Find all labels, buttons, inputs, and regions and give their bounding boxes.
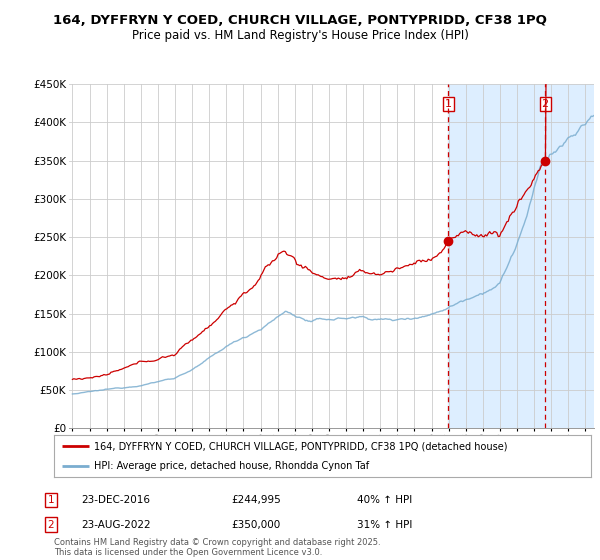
Text: Price paid vs. HM Land Registry's House Price Index (HPI): Price paid vs. HM Land Registry's House … — [131, 29, 469, 42]
Text: 2: 2 — [542, 100, 548, 110]
Text: HPI: Average price, detached house, Rhondda Cynon Taf: HPI: Average price, detached house, Rhon… — [94, 461, 370, 471]
Text: 40% ↑ HPI: 40% ↑ HPI — [357, 495, 412, 505]
Text: £244,995: £244,995 — [231, 495, 281, 505]
Text: 1: 1 — [47, 495, 55, 505]
Text: 2: 2 — [47, 520, 55, 530]
Text: 1: 1 — [445, 100, 452, 110]
Text: 164, DYFFRYN Y COED, CHURCH VILLAGE, PONTYPRIDD, CF38 1PQ: 164, DYFFRYN Y COED, CHURCH VILLAGE, PON… — [53, 14, 547, 27]
Text: 23-AUG-2022: 23-AUG-2022 — [81, 520, 151, 530]
Text: Contains HM Land Registry data © Crown copyright and database right 2025.
This d: Contains HM Land Registry data © Crown c… — [54, 538, 380, 557]
Text: 23-DEC-2016: 23-DEC-2016 — [81, 495, 150, 505]
Text: 31% ↑ HPI: 31% ↑ HPI — [357, 520, 412, 530]
Bar — [448, 84, 600, 428]
Text: £350,000: £350,000 — [231, 520, 280, 530]
Text: 164, DYFFRYN Y COED, CHURCH VILLAGE, PONTYPRIDD, CF38 1PQ (detached house): 164, DYFFRYN Y COED, CHURCH VILLAGE, PON… — [94, 441, 508, 451]
